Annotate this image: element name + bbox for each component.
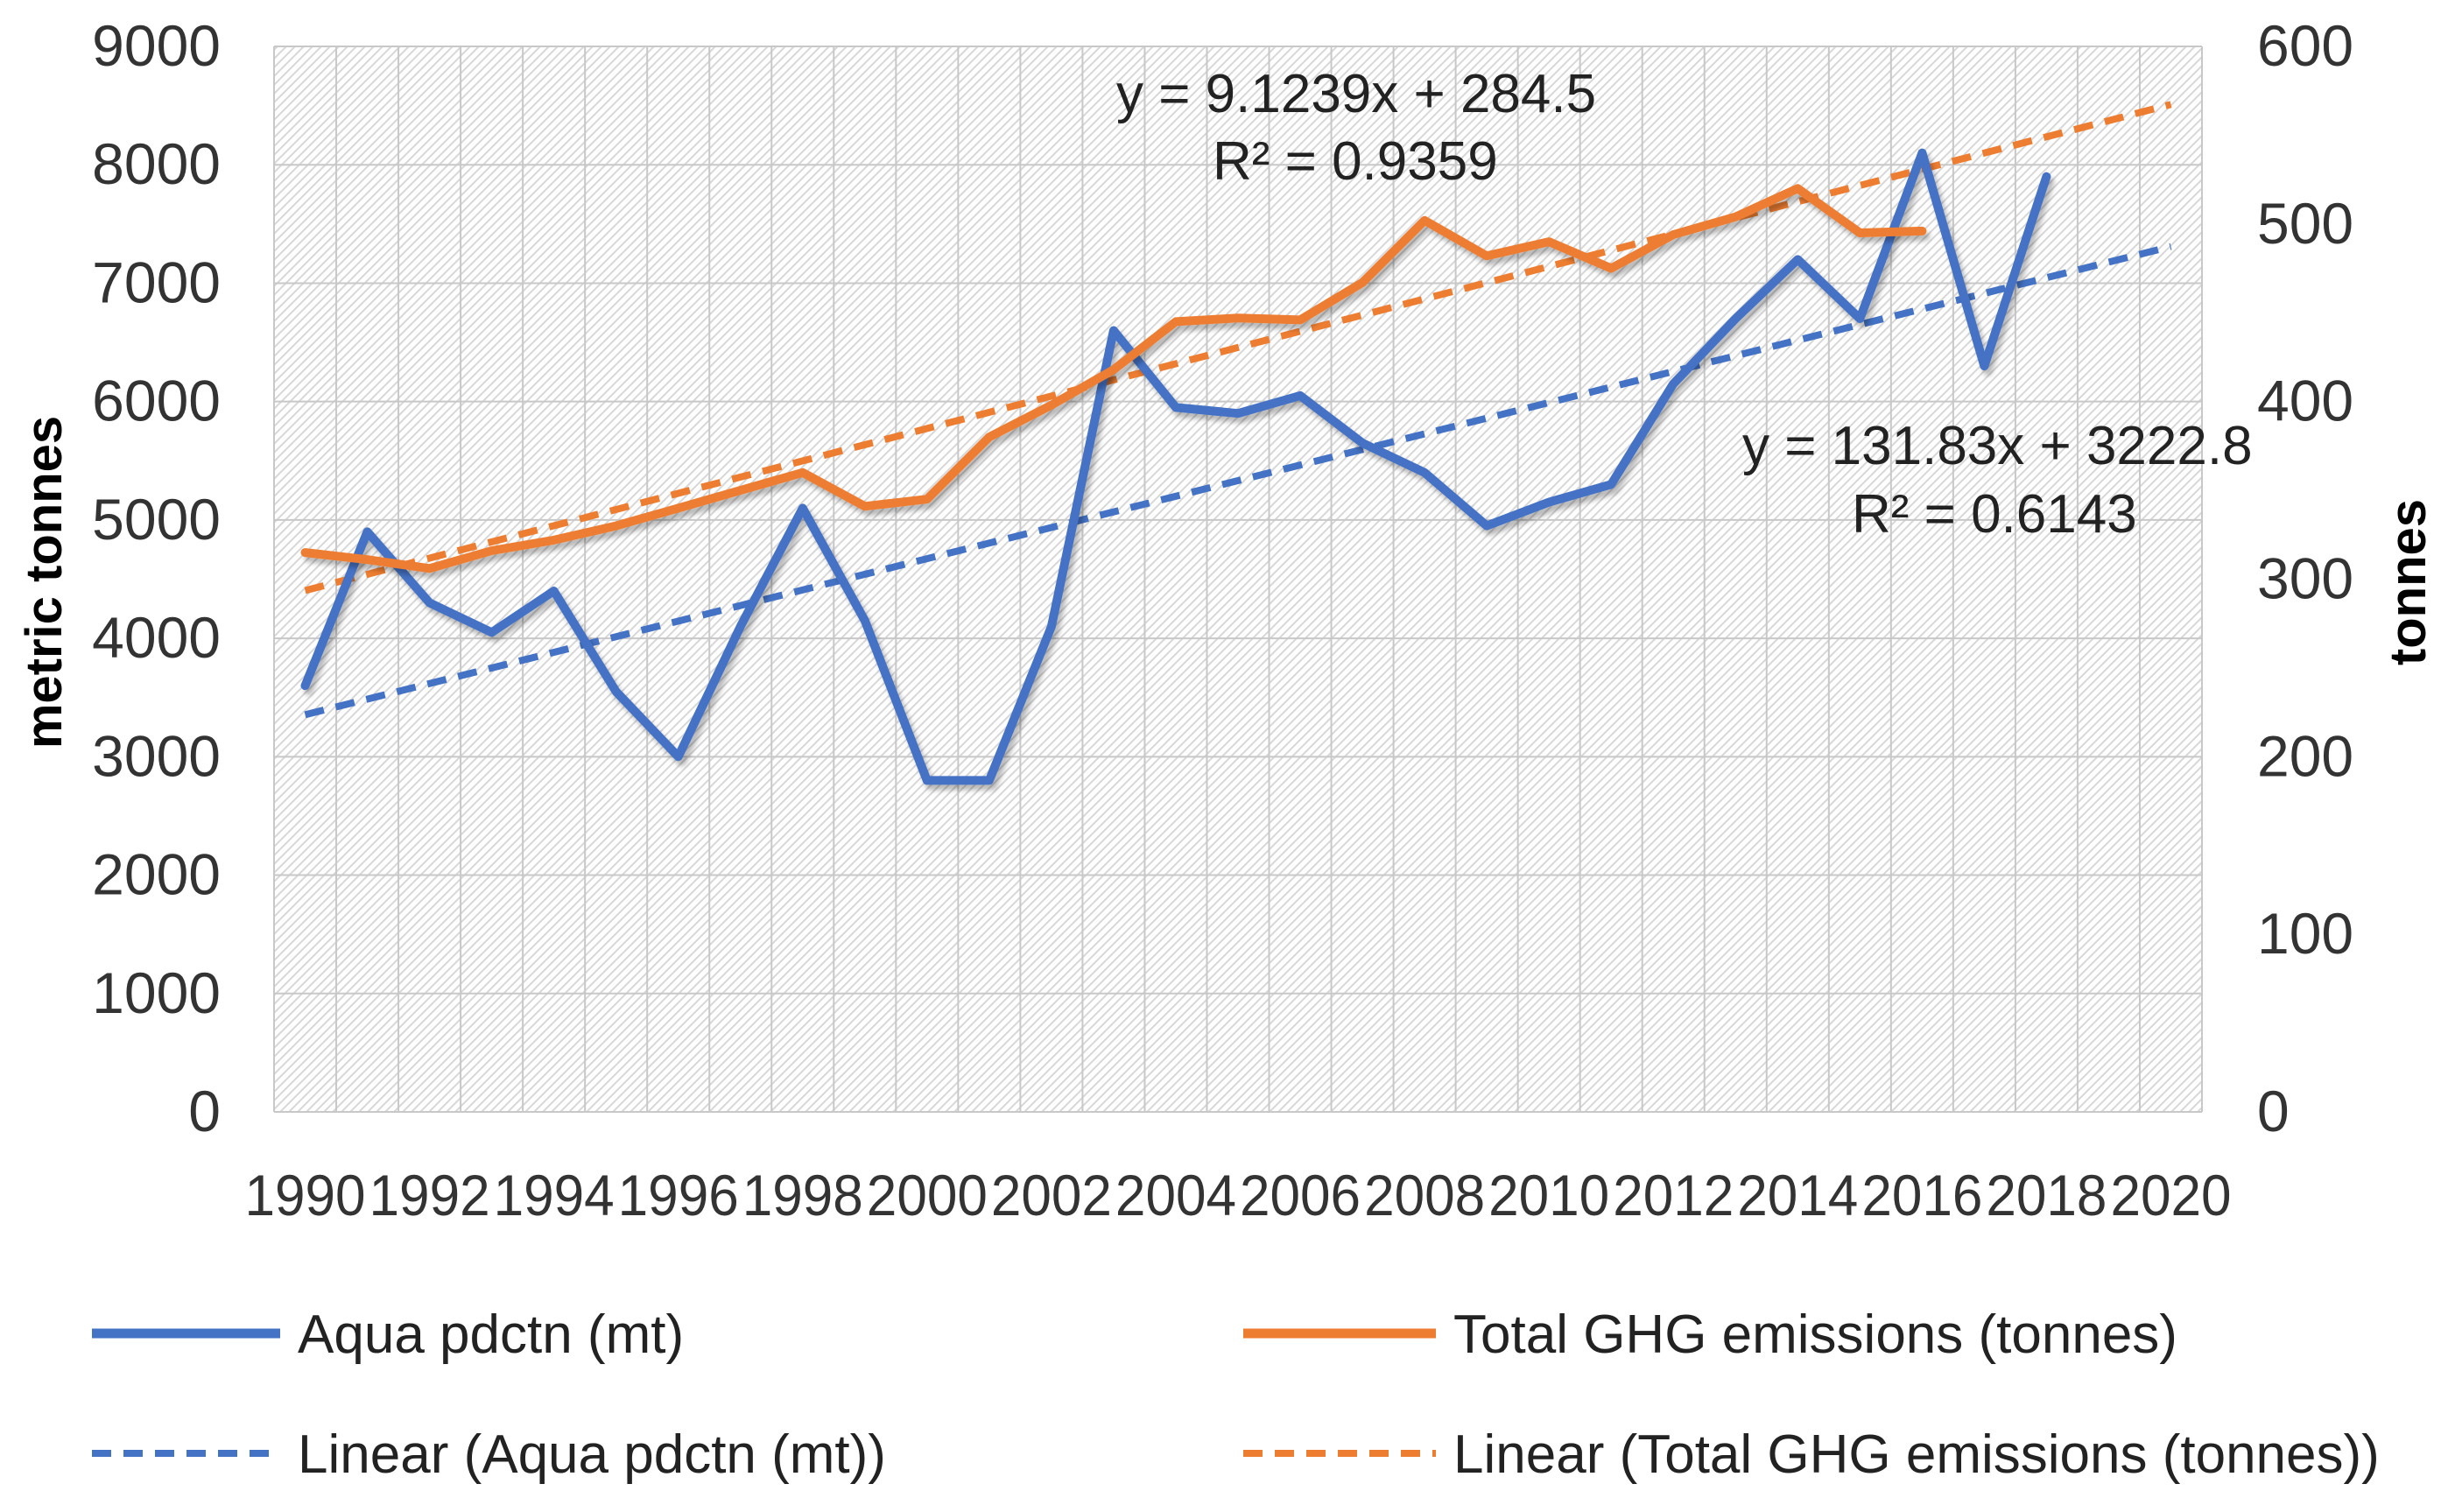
legend-label-ghg: Total GHG emissions (tonnes): [1453, 1305, 2177, 1365]
trendline-2: [304, 243, 2172, 719]
y2-tick-label: 500: [2257, 191, 2353, 256]
x-tick-label: 2006: [1240, 1163, 1361, 1227]
y-tick-label: 1000: [92, 960, 221, 1025]
y-tick-label: 9000: [92, 13, 221, 78]
x-tick-label: 2020: [2110, 1163, 2231, 1227]
x-tick-label: 2012: [1613, 1163, 1734, 1227]
series-lines: [300, 148, 2051, 785]
legend-item-aqua: Aqua pdctn (mt): [92, 1305, 684, 1365]
x-tick-label: 1994: [494, 1163, 615, 1227]
y-tick-label: 8000: [92, 131, 221, 196]
x-tick-label: 2018: [1986, 1163, 2107, 1227]
y2-tick-label: 600: [2257, 13, 2353, 78]
grid: [273, 46, 2203, 1113]
trendlines: [304, 101, 2172, 719]
x-tick-label: 2004: [1115, 1163, 1236, 1227]
y-tick-label: 0: [188, 1079, 221, 1143]
y-tick-label: 7000: [92, 250, 221, 314]
y-axis-title: metric tonnes: [16, 416, 73, 749]
aqua-trend-equation: y = 131.83x + 3222.8: [1742, 416, 2253, 476]
y-tick-label: 4000: [92, 605, 221, 670]
x-tick-label: 1998: [742, 1163, 863, 1227]
y-tick-label: 5000: [92, 487, 221, 552]
x-tick-label: 1992: [369, 1163, 490, 1227]
x-tick-label: 2002: [991, 1163, 1112, 1227]
legend-label-aqua-linear: Linear (Aqua pdctn (mt)): [298, 1424, 886, 1485]
legend-label-aqua: Aqua pdctn (mt): [298, 1305, 684, 1365]
y2-tick-label: 400: [2257, 369, 2353, 433]
y2-axis-title: tonnes: [2380, 499, 2437, 665]
y2-tick-label: 0: [2257, 1079, 2290, 1143]
tick-labels: 0 1000 2000 3000 4000 5000 6000 7000 8000 9000 0 10…: [92, 13, 2353, 1227]
y2-tick-label: 300: [2257, 546, 2353, 611]
x-tick-label: 2000: [867, 1163, 988, 1227]
series-line-1: [300, 184, 1927, 573]
x-tick-label: 1990: [244, 1163, 365, 1227]
series-line-0: [300, 148, 2051, 785]
legend-item-ghg: Total GHG emissions (tonnes): [1243, 1305, 2177, 1365]
y2-tick-label: 200: [2257, 723, 2353, 788]
legend-item-aqua-linear: Linear (Aqua pdctn (mt)): [92, 1424, 886, 1485]
x-tick-label: 2010: [1488, 1163, 1609, 1227]
trendline-3: [304, 101, 2172, 594]
x-tick-label: 2008: [1364, 1163, 1485, 1227]
plot-area: [274, 46, 2202, 1112]
legend-label-ghg-linear: Linear (Total GHG emissions (tonnes)): [1453, 1424, 2380, 1485]
ghg-trend-equation: y = 9.1239x + 284.5: [1116, 64, 1596, 124]
ghg-trend-r2: R² = 0.9359: [1213, 131, 1498, 192]
y-tick-label: 2000: [92, 842, 221, 907]
y2-tick-label: 100: [2257, 901, 2353, 966]
aqua-trend-r2: R² = 0.6143: [1852, 484, 2137, 545]
legend-item-ghg-linear: Linear (Total GHG emissions (tonnes)): [1243, 1424, 2380, 1485]
x-tick-label: 2014: [1737, 1163, 1858, 1227]
x-tick-label: 1996: [618, 1163, 739, 1227]
legend: Aqua pdctn (mt) Total GHG emissions (ton…: [92, 1305, 2380, 1485]
x-tick-label: 2016: [1861, 1163, 1982, 1227]
y-tick-label: 3000: [92, 723, 221, 788]
y-tick-label: 6000: [92, 369, 221, 433]
